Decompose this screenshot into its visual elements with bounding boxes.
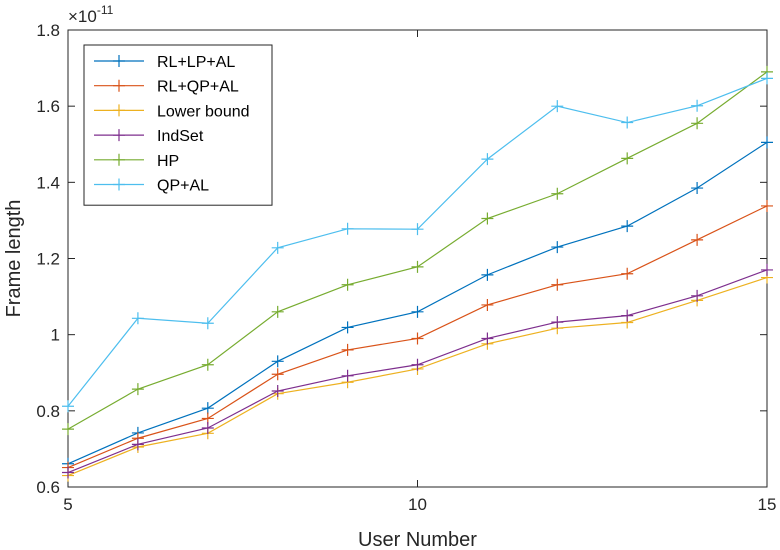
series-indset: [62, 263, 773, 479]
data-point: [481, 153, 494, 166]
data-point: [481, 268, 494, 281]
data-point: [62, 423, 74, 436]
data-point: [481, 298, 494, 311]
y-tick-label: 1.4: [36, 173, 60, 192]
legend-label: RL+LP+AL: [157, 54, 235, 71]
data-point: [341, 321, 354, 334]
data-point: [411, 332, 424, 345]
data-point: [621, 267, 634, 280]
data-point: [551, 316, 564, 329]
data-point: [341, 278, 354, 291]
legend-label: Lower bound: [157, 103, 250, 120]
y-tick-label: 0.6: [36, 478, 60, 497]
data-point: [271, 368, 284, 381]
data-point: [621, 309, 634, 322]
exponent-base: ×10: [68, 7, 97, 26]
y-tick-label: 1: [51, 326, 60, 345]
data-point: [761, 72, 773, 85]
data-point: [411, 223, 424, 236]
series-hp: [62, 65, 773, 436]
legend-label: HP: [157, 153, 179, 170]
data-point: [621, 220, 634, 233]
data-point: [131, 312, 144, 325]
data-point: [62, 466, 74, 479]
legend-item: QP+AL: [94, 178, 209, 195]
legend-label: IndSet: [157, 128, 204, 145]
legend-marker: [113, 153, 125, 166]
legend-marker: [113, 178, 125, 191]
legend-marker: [113, 55, 125, 67]
x-axis-label: User Number: [358, 529, 477, 550]
legend-item: HP: [94, 153, 179, 170]
data-point: [271, 305, 284, 318]
x-tick-label: 15: [758, 495, 777, 514]
data-point: [131, 438, 144, 451]
data-point: [201, 421, 214, 434]
legend-item: RL+LP+AL: [94, 54, 235, 71]
x-tick-label: 10: [408, 495, 427, 514]
legend-marker: [113, 79, 125, 92]
data-point: [411, 358, 424, 371]
data-point: [691, 117, 704, 130]
legend-marker: [113, 129, 125, 142]
legend-box: [83, 44, 273, 206]
data-point: [62, 400, 74, 413]
data-point: [411, 260, 424, 273]
data-point: [411, 305, 424, 318]
data-point: [691, 233, 704, 246]
data-point: [761, 199, 773, 212]
data-point: [551, 278, 564, 291]
data-point: [551, 241, 564, 254]
y-tick-label: 1.2: [36, 250, 60, 269]
legend-label: QP+AL: [157, 178, 209, 195]
data-point: [481, 332, 494, 345]
legend-marker: [113, 104, 125, 117]
data-point: [691, 99, 704, 112]
legend-item: IndSet: [94, 128, 204, 145]
legend-label: RL+QP+AL: [157, 79, 239, 96]
data-point: [341, 343, 354, 356]
y-axis-exponent: ×10-11: [68, 3, 114, 26]
axis-ticks: 5 10 15 0.6 0.8 1 1.2 1.4 1.6 1.8: [36, 21, 776, 514]
data-point: [271, 355, 284, 368]
data-point: [691, 289, 704, 302]
data-point: [131, 383, 144, 396]
exponent-power: -11: [97, 3, 114, 17]
data-point: [271, 241, 284, 254]
legend-item: RL+QP+AL: [94, 79, 239, 96]
legend-item: Lower bound: [94, 103, 250, 120]
y-tick-label: 1.8: [36, 21, 60, 40]
data-point: [341, 369, 354, 382]
y-axis-label: Frame length: [3, 200, 25, 318]
legend: RL+LP+AL RL+QP+AL Lower bound IndSet HP QP+AL: [83, 44, 273, 206]
series-group: [62, 65, 773, 482]
data-point: [621, 116, 634, 129]
data-point: [481, 212, 494, 225]
data-point: [201, 358, 214, 371]
y-tick-label: 0.8: [36, 402, 60, 421]
data-point: [201, 317, 214, 330]
data-point: [761, 263, 773, 276]
data-point: [271, 385, 284, 398]
data-point: [551, 187, 564, 200]
data-point: [621, 152, 634, 165]
data-point: [691, 182, 704, 195]
series-qp-al: [62, 72, 773, 413]
data-point: [341, 222, 354, 235]
data-point: [201, 402, 214, 415]
x-tick-label: 5: [63, 495, 72, 514]
data-point: [761, 136, 773, 149]
y-tick-label: 1.6: [36, 97, 60, 116]
data-point: [551, 100, 564, 113]
